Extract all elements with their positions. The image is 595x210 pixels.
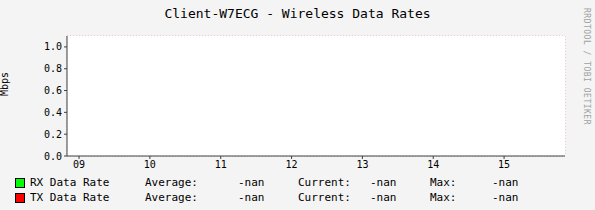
svg-text:0.6: 0.6 [44, 85, 62, 96]
svg-text:10: 10 [144, 159, 156, 170]
html-text:Max:: Max: [430, 176, 457, 189]
html-text:Current:: Current: [298, 191, 351, 204]
svg-text:0.4: 0.4 [44, 107, 62, 118]
svg-text:09: 09 [73, 159, 85, 170]
svg-text:Mbps: Mbps [0, 72, 10, 96]
svg-text:0.8: 0.8 [44, 63, 62, 74]
svg-text:0.0: 0.0 [44, 151, 62, 162]
svg-text:13: 13 [356, 159, 368, 170]
svg-text:11: 11 [215, 159, 227, 170]
html-text:Client-W7ECG - Wireless Data R: Client-W7ECG - Wireless Data Rates [164, 6, 431, 21]
svg-text:0.2: 0.2 [44, 129, 62, 140]
html-text:-nan: -nan [238, 191, 265, 204]
html-text:-nan: -nan [492, 176, 519, 189]
svg-text:1.0: 1.0 [44, 41, 62, 52]
html-text:-nan: -nan [238, 176, 265, 189]
html-text:-nan: -nan [492, 191, 519, 204]
html-text:Current:: Current: [298, 176, 351, 189]
html-text:RX Data Rate: RX Data Rate [30, 176, 110, 189]
svg-text:15: 15 [498, 159, 510, 170]
html-text:Max:: Max: [430, 191, 457, 204]
html-text:Average:: Average: [145, 176, 198, 189]
svg-text:12: 12 [286, 159, 298, 170]
html-text:RRDTOOL / TOBI OETIKER: RRDTOOL / TOBI OETIKER [582, 8, 591, 125]
svg-text:14: 14 [427, 159, 439, 170]
html-text:TX Data Rate: TX Data Rate [30, 191, 110, 204]
html-text:-nan: -nan [370, 176, 397, 189]
html-text:-nan: -nan [370, 191, 397, 204]
html-text:Average:: Average: [145, 191, 198, 204]
